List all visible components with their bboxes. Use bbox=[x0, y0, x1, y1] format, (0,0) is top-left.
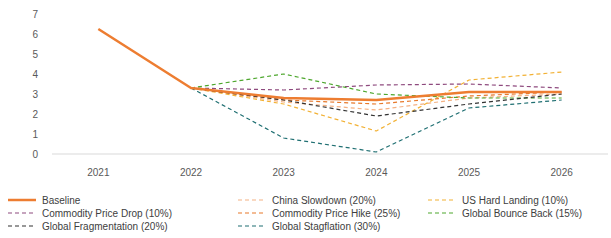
legend-label: Global Stagflation (30%) bbox=[272, 221, 380, 232]
legend-swatch bbox=[238, 199, 266, 200]
legend-label: China Slowdown (20%) bbox=[272, 195, 376, 206]
y-tick-label: 3 bbox=[32, 89, 38, 100]
x-tick-label: 2026 bbox=[551, 167, 574, 178]
series-line bbox=[98, 29, 561, 100]
series-line bbox=[191, 88, 562, 152]
x-tick-label: 2023 bbox=[273, 167, 296, 178]
legend-swatch bbox=[428, 199, 456, 200]
legend-swatch bbox=[8, 212, 36, 213]
x-tick-label: 2024 bbox=[365, 167, 388, 178]
y-tick-label: 1 bbox=[32, 129, 38, 140]
legend-label: Global Bounce Back (15%) bbox=[462, 208, 582, 219]
legend-swatch bbox=[8, 225, 36, 226]
x-tick-label: 2022 bbox=[180, 167, 203, 178]
legend-label: US Hard Landing (10%) bbox=[462, 195, 568, 206]
plot-lines bbox=[98, 29, 561, 152]
series-line bbox=[191, 88, 562, 104]
y-tick-label: 6 bbox=[32, 29, 38, 40]
series-line bbox=[191, 72, 562, 131]
x-axis-line bbox=[52, 154, 608, 155]
legend-label: Commodity Price Drop (10%) bbox=[42, 208, 172, 219]
y-tick-label: 0 bbox=[32, 149, 38, 160]
x-tick-label: 2021 bbox=[87, 167, 110, 178]
series-line bbox=[191, 84, 562, 90]
chart: 0 1 2 3 4 5 6 7 2021 2022 2023 2024 2025 2026 Baseline… bbox=[0, 0, 611, 238]
y-tick-label: 2 bbox=[32, 109, 38, 120]
legend-label: Global Fragmentation (20%) bbox=[42, 221, 168, 232]
x-tick-label: 2025 bbox=[458, 167, 481, 178]
legend-swatch bbox=[428, 212, 456, 213]
y-tick-label: 5 bbox=[32, 49, 38, 60]
legend-swatch bbox=[8, 199, 36, 202]
legend-label: Commodity Price Hike (25%) bbox=[272, 208, 400, 219]
legend-label: Baseline bbox=[42, 195, 81, 206]
y-tick-label: 7 bbox=[32, 9, 38, 20]
y-tick-label: 4 bbox=[32, 69, 38, 80]
legend-swatch bbox=[238, 212, 266, 213]
legend-swatch bbox=[238, 225, 266, 226]
